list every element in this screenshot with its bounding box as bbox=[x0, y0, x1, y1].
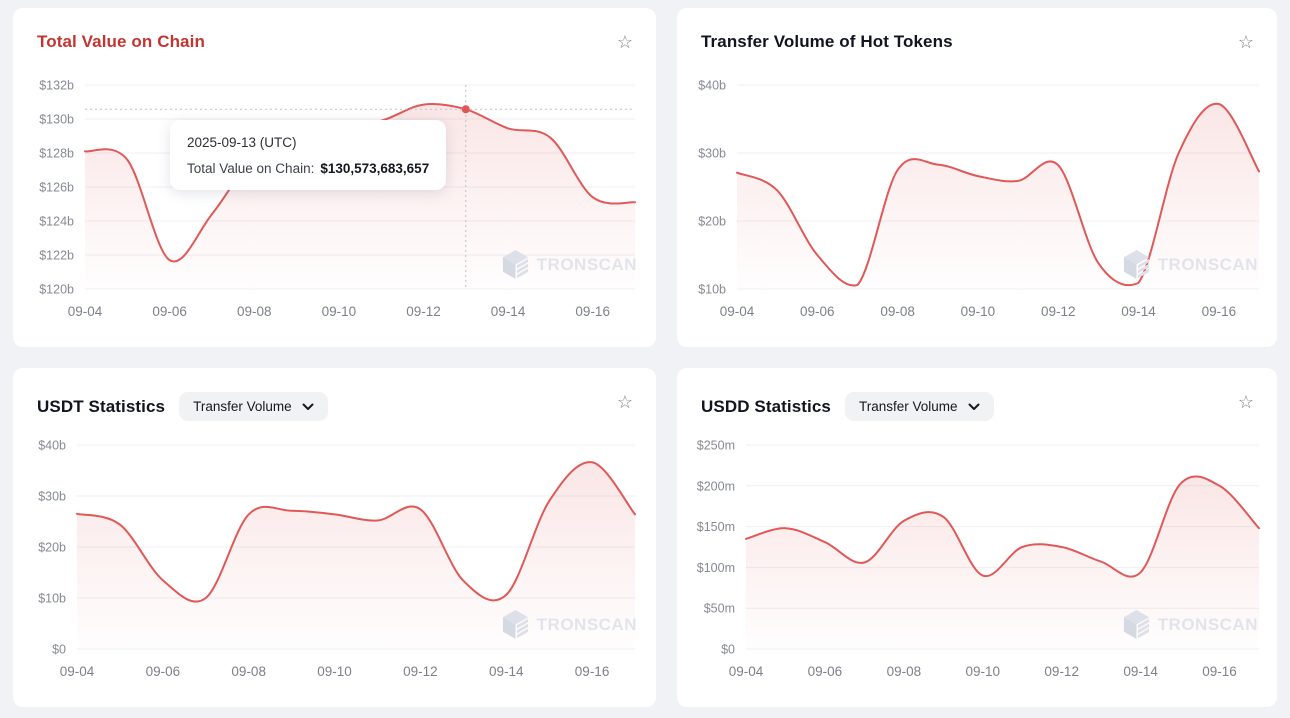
svg-text:09-06: 09-06 bbox=[808, 664, 843, 679]
tooltip-value: $130,573,683,657 bbox=[320, 161, 430, 176]
panel-header: USDD Statistics Transfer Volume bbox=[701, 392, 1217, 421]
panel-header: Transfer Volume of Hot Tokens bbox=[701, 32, 1217, 52]
svg-text:09-08: 09-08 bbox=[887, 664, 922, 679]
svg-text:09-14: 09-14 bbox=[491, 304, 526, 319]
svg-text:$50m: $50m bbox=[704, 602, 735, 616]
svg-text:09-14: 09-14 bbox=[1123, 664, 1158, 679]
svg-text:09-16: 09-16 bbox=[575, 664, 610, 679]
svg-text:09-12: 09-12 bbox=[406, 304, 441, 319]
svg-text:$10b: $10b bbox=[698, 283, 726, 297]
panel-usdd-statistics: USDD Statistics Transfer Volume ☆ $250m $… bbox=[677, 368, 1277, 707]
chart-svg: $40b $30b $20b $10b 09-04 09-06 09-08 09-10 09-1… bbox=[698, 79, 1260, 319]
svg-text:09-12: 09-12 bbox=[403, 664, 438, 679]
usdt-metric-dropdown-value: Transfer Volume bbox=[193, 399, 292, 414]
svg-text:$20b: $20b bbox=[698, 215, 726, 229]
svg-text:$120b: $120b bbox=[39, 283, 74, 297]
svg-text:09-12: 09-12 bbox=[1041, 304, 1076, 319]
panel-header: USDT Statistics Transfer Volume bbox=[37, 392, 596, 421]
svg-text:09-16: 09-16 bbox=[1202, 664, 1237, 679]
chart-total-value-on-chain[interactable]: $132b $130b $128b $126b $124b $122b $120b 09-04… bbox=[13, 70, 656, 328]
chart-svg: $40b $30b $20b $10b $0 09-04 09-06 09-08 09-10 09… bbox=[38, 439, 636, 679]
svg-text:$124b: $124b bbox=[39, 215, 74, 229]
panel-title-hot-tokens: Transfer Volume of Hot Tokens bbox=[701, 32, 953, 51]
svg-text:09-10: 09-10 bbox=[322, 304, 357, 319]
svg-text:09-06: 09-06 bbox=[152, 304, 187, 319]
tooltip-label: Total Value on Chain: bbox=[187, 161, 315, 176]
svg-text:$150m: $150m bbox=[697, 520, 735, 534]
panel-title-usdt-statistics: USDT Statistics bbox=[37, 396, 166, 416]
usdd-metric-dropdown[interactable]: Transfer Volume bbox=[844, 392, 994, 421]
panel-header: Total Value on Chain bbox=[37, 32, 596, 52]
svg-text:$0: $0 bbox=[52, 643, 66, 657]
tooltip-row: Total Value on Chain: $130,573,683,657 bbox=[187, 161, 429, 176]
svg-text:09-04: 09-04 bbox=[720, 304, 755, 319]
panel-total-value-on-chain: Total Value on Chain ☆ $132b $130b $128b $1… bbox=[13, 8, 656, 347]
chevron-down-icon bbox=[968, 403, 980, 410]
usdd-metric-dropdown-value: Transfer Volume bbox=[858, 399, 958, 414]
svg-text:$30b: $30b bbox=[38, 490, 66, 504]
panel-title-usdd-statistics: USDD Statistics bbox=[701, 396, 831, 416]
favorite-star-icon[interactable]: ☆ bbox=[616, 392, 633, 412]
svg-text:$40b: $40b bbox=[38, 439, 66, 453]
chevron-down-icon bbox=[302, 403, 314, 410]
tooltip-date: 2025-09-13 (UTC) bbox=[187, 135, 297, 150]
svg-text:$128b: $128b bbox=[39, 147, 74, 161]
svg-text:09-10: 09-10 bbox=[317, 664, 352, 679]
svg-text:$10b: $10b bbox=[38, 592, 66, 606]
chart-usdd-transfer-volume[interactable]: $250m $200m $150m $100m $50m $0 09-04 09-06 09-0… bbox=[677, 430, 1277, 688]
svg-text:09-14: 09-14 bbox=[1121, 304, 1156, 319]
svg-text:09-16: 09-16 bbox=[1202, 304, 1237, 319]
svg-text:09-08: 09-08 bbox=[237, 304, 272, 319]
chart-svg: $132b $130b $128b $126b $124b $122b $120b 09-04… bbox=[39, 79, 636, 319]
chart-usdt-transfer-volume[interactable]: $40b $30b $20b $10b $0 09-04 09-06 09-08 09-10 09… bbox=[13, 430, 656, 688]
svg-text:09-10: 09-10 bbox=[966, 664, 1001, 679]
chart-tooltip: 2025-09-13 (UTC) Total Value on Chain: $1… bbox=[170, 120, 447, 190]
chart-svg: $250m $200m $150m $100m $50m $0 09-04 09-06 09-0… bbox=[697, 439, 1260, 679]
svg-text:09-16: 09-16 bbox=[575, 304, 610, 319]
favorite-star-icon[interactable]: ☆ bbox=[1237, 32, 1254, 52]
svg-text:$100m: $100m bbox=[697, 561, 735, 575]
favorite-star-icon[interactable]: ☆ bbox=[616, 32, 633, 52]
svg-text:09-08: 09-08 bbox=[231, 664, 266, 679]
svg-text:$30b: $30b bbox=[698, 147, 726, 161]
panel-title-total-value-on-chain[interactable]: Total Value on Chain bbox=[37, 32, 205, 51]
svg-text:$132b: $132b bbox=[39, 79, 74, 93]
svg-text:09-04: 09-04 bbox=[60, 664, 95, 679]
favorite-star-icon[interactable]: ☆ bbox=[1237, 392, 1254, 412]
svg-text:$200m: $200m bbox=[697, 479, 735, 493]
panel-usdt-statistics: USDT Statistics Transfer Volume ☆ $40b $3… bbox=[13, 368, 656, 707]
panel-hot-tokens: Transfer Volume of Hot Tokens ☆ $40b $30b… bbox=[677, 8, 1277, 347]
svg-text:$250m: $250m bbox=[697, 439, 735, 453]
svg-text:$122b: $122b bbox=[39, 249, 74, 263]
svg-text:09-06: 09-06 bbox=[146, 664, 181, 679]
svg-text:$20b: $20b bbox=[38, 541, 66, 555]
svg-text:09-04: 09-04 bbox=[68, 304, 103, 319]
svg-text:09-12: 09-12 bbox=[1044, 664, 1079, 679]
svg-text:09-04: 09-04 bbox=[729, 664, 764, 679]
usdt-metric-dropdown[interactable]: Transfer Volume bbox=[179, 392, 328, 421]
svg-text:09-06: 09-06 bbox=[800, 304, 835, 319]
chart-hot-tokens[interactable]: $40b $30b $20b $10b 09-04 09-06 09-08 09-10 09-1… bbox=[677, 70, 1277, 328]
svg-text:09-10: 09-10 bbox=[961, 304, 996, 319]
svg-text:$126b: $126b bbox=[39, 181, 74, 195]
svg-text:$40b: $40b bbox=[698, 79, 726, 93]
svg-text:09-14: 09-14 bbox=[489, 664, 524, 679]
svg-text:$130b: $130b bbox=[39, 113, 74, 127]
svg-text:$0: $0 bbox=[721, 643, 735, 657]
svg-text:09-08: 09-08 bbox=[880, 304, 915, 319]
